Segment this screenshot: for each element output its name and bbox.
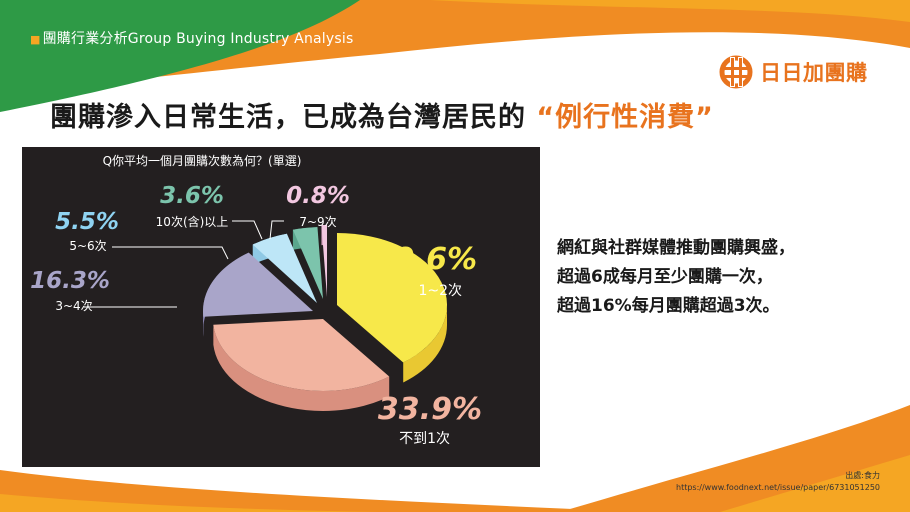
headline-main: 團購滲入日常生活，已成為台灣居民的 — [50, 102, 526, 133]
data-label-value: 39.6% — [373, 242, 477, 277]
side-text-line-2: 超過6成每月至少團購一次， — [557, 267, 773, 287]
data-label-category: 10次(含)以上 — [156, 214, 229, 229]
data-label-value: 33.9% — [378, 392, 482, 427]
data-label-value: 5.5% — [55, 209, 119, 235]
pie-slice-side — [403, 305, 447, 383]
pie-slice — [252, 233, 317, 303]
pie-slice — [202, 252, 313, 317]
pie-leader-lines — [84, 220, 284, 308]
side-text-line-3: 超過16%每月團購超過3次。 — [557, 296, 780, 316]
data-label-category: 1~2次 — [418, 283, 462, 299]
data-label-category: 7~9次 — [299, 215, 336, 229]
source-label: 出處:食力 — [845, 471, 880, 480]
pie-labels: 39.6% 1~2次 33.9% 不到1次 16.3% 3~4次 5.5% 5~6次 3.6% 1… — [30, 183, 482, 447]
data-label-category: 不到1次 — [399, 431, 450, 447]
header-title: ■ 團購行業分析Group Buying Industry Analysis — [30, 28, 353, 48]
chart-title: Q你平均一個月團購次數為何？(單選) — [103, 154, 302, 168]
page-headline: 團購滲入日常生活，已成為台灣居民的 “例行性消費” — [50, 95, 714, 134]
data-label-category: 3~4次 — [55, 299, 92, 313]
data-label-value: 0.8% — [286, 183, 350, 209]
leader-line — [232, 220, 263, 240]
header-title-text: 團購行業分析Group Buying Industry Analysis — [42, 31, 354, 47]
pie-slice — [337, 233, 448, 363]
logo-hash-icon — [719, 55, 753, 89]
pie-slice — [292, 227, 323, 299]
headline-highlight: 例行性消費 — [555, 102, 696, 133]
pie-slices — [202, 225, 448, 391]
headline-quote-close: ” — [695, 102, 714, 133]
side-commentary: 網紅與社群媒體推動團購興盛， 超過6成每月至少團購一次， 超過16%每月團購超過… — [557, 234, 795, 321]
data-label-category: 5~6次 — [69, 239, 106, 253]
leader-line — [112, 246, 229, 260]
brand-logo: 日日加團購 — [716, 52, 868, 92]
leader-line — [269, 220, 284, 240]
logo-text: 日日加團購 — [760, 61, 868, 85]
pie-slice — [321, 225, 327, 297]
pie-slice — [213, 319, 390, 391]
source-url: https://www.foodnext.net/issue/paper/673… — [676, 483, 880, 492]
source-citation: 出處:食力 https://www.foodnext.net/issue/pap… — [676, 470, 880, 494]
bullet-square: ■ — [30, 33, 41, 46]
data-label-value: 3.6% — [160, 183, 224, 209]
headline-quote-open: “ — [536, 102, 556, 133]
pie-chart: Q你平均一個月團購次數為何？(單選) 39.6% 1~2次 33.9% 不到1次 16.… — [30, 154, 482, 447]
data-label-value: 16.3% — [30, 268, 110, 294]
chart-panel: Q你平均一個月團購次數為何？(單選) 39.6% 1~2次 33.9% 不到1次 16.… — [22, 147, 540, 467]
side-text-line-1: 網紅與社群媒體推動團購興盛， — [557, 238, 795, 258]
pie-slice-side — [213, 324, 390, 411]
